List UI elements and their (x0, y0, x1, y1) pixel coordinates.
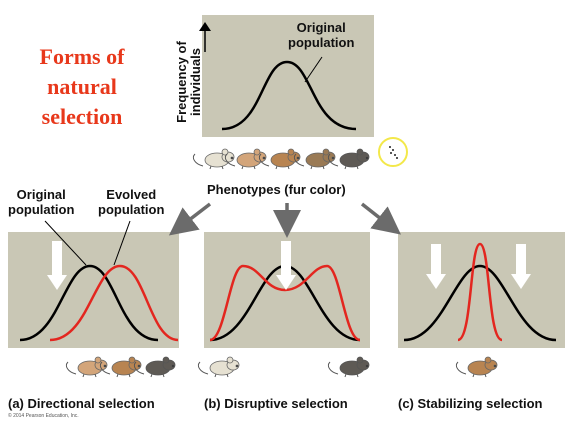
caption-stabilizing: (c) Stabilizing selection (398, 396, 543, 411)
arrow-to-stabilizing (360, 202, 402, 235)
panel-directional (8, 232, 179, 348)
evolved-population-label: Evolved population (98, 187, 165, 217)
panel-stabilizing (398, 232, 565, 348)
x-axis-label: Phenotypes (fur color) (207, 182, 346, 197)
evolved-pointer (113, 220, 131, 266)
mouse-light-icon (192, 148, 235, 170)
directional-original-curve (19, 264, 159, 342)
copyright: © 2014 Pearson Education, Inc. (8, 413, 79, 419)
stabilizing-evolved-curve (457, 242, 503, 342)
stabilizing-left-arrow-shaft (431, 244, 441, 274)
caption-disruptive: (b) Disruptive selection (204, 396, 348, 411)
stabilizing-original-curve (403, 264, 557, 342)
disruptive-evolved-curve (209, 264, 361, 342)
disruptive-arrow-shaft (281, 241, 291, 275)
stabilizing-left-arrow-head (426, 274, 446, 289)
top-panel (202, 15, 374, 137)
y-axis-arrowhead (199, 22, 211, 31)
mouse-brown-icon (455, 356, 498, 378)
mouse-dark-icon (327, 356, 370, 378)
original-population-label: Original population (8, 187, 75, 217)
top-curve-pointer (304, 56, 323, 83)
stabilizing-right-arrow-head (511, 274, 531, 289)
cursor-dots-icon (389, 146, 398, 159)
mouse-light-icon (197, 356, 240, 378)
original-pointer (44, 220, 87, 266)
top-curve-label: Original population (288, 20, 355, 50)
directional-evolved-curve (49, 264, 179, 342)
disruptive-arrow-head (276, 275, 296, 290)
y-axis-label: Frequency of individuals (174, 41, 203, 123)
directional-arrow-shaft (52, 241, 62, 275)
directional-arrow-head (47, 275, 67, 290)
top-original-curve (221, 60, 357, 131)
caption-directional: (a) Directional selection (8, 396, 155, 411)
slide-title: Forms of natural selection (39, 44, 125, 129)
stabilizing-right-arrow-shaft (516, 244, 526, 274)
arrow-to-directional (168, 202, 212, 236)
cursor-highlight (378, 137, 408, 167)
